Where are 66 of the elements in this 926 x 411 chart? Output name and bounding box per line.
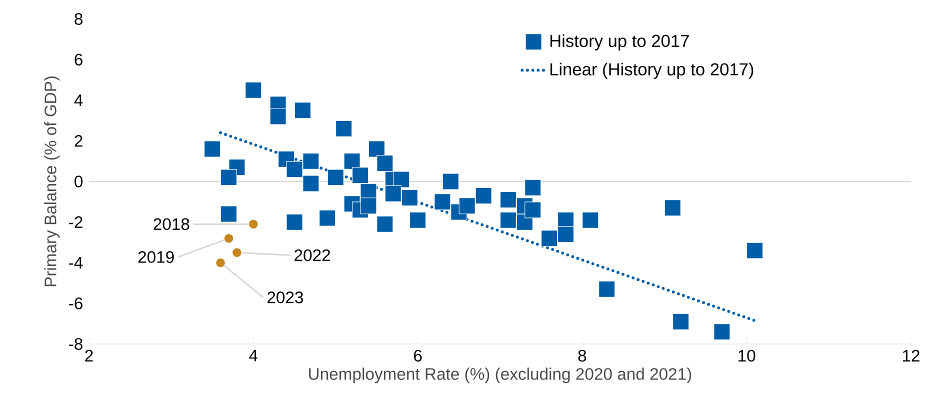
point bbox=[664, 200, 681, 216]
point bbox=[557, 226, 574, 243]
x-axis-title: Unemployment Rate (%) (excluding 2020 and 2021) bbox=[309, 368, 692, 384]
point bbox=[541, 230, 558, 247]
annotation: 2018 bbox=[154, 218, 190, 230]
point bbox=[524, 202, 542, 218]
point bbox=[286, 161, 303, 178]
annotation: 2019 bbox=[138, 251, 174, 263]
annotation: 2023 bbox=[268, 292, 303, 304]
point bbox=[302, 152, 320, 170]
point bbox=[475, 187, 492, 204]
point bbox=[245, 82, 262, 98]
point bbox=[393, 171, 410, 188]
y-tick-label: 4 bbox=[74, 94, 83, 106]
point bbox=[232, 248, 242, 258]
x-tick-label: 12 bbox=[902, 350, 920, 362]
y-tick-label: 0 bbox=[74, 176, 83, 188]
point bbox=[302, 175, 320, 192]
point bbox=[376, 154, 394, 172]
point bbox=[500, 192, 516, 208]
point bbox=[410, 212, 426, 228]
point bbox=[216, 258, 226, 268]
x-tick-label: 10 bbox=[738, 350, 756, 362]
point bbox=[368, 140, 385, 158]
point bbox=[672, 313, 690, 330]
y-tick-label: -6 bbox=[69, 297, 82, 310]
point bbox=[524, 179, 542, 196]
y-tick-label: 8 bbox=[74, 13, 82, 25]
point bbox=[582, 212, 599, 228]
x-tick-label: 6 bbox=[414, 350, 422, 362]
point bbox=[352, 167, 369, 184]
point bbox=[376, 216, 394, 232]
point bbox=[319, 210, 336, 226]
point bbox=[401, 189, 418, 206]
point bbox=[598, 280, 616, 298]
point bbox=[500, 212, 516, 228]
point bbox=[248, 219, 258, 230]
point bbox=[294, 102, 311, 119]
y-tick-label: 6 bbox=[74, 54, 82, 66]
legend-label: Linear (History up to 2017) bbox=[550, 62, 754, 79]
point bbox=[204, 140, 221, 158]
x-tick-label: 2 bbox=[85, 350, 93, 362]
point bbox=[714, 324, 730, 340]
point bbox=[336, 120, 352, 137]
point bbox=[442, 173, 459, 190]
point bbox=[746, 242, 764, 259]
point bbox=[327, 169, 344, 186]
point bbox=[384, 185, 402, 202]
point bbox=[286, 214, 303, 230]
x-tick-label: 8 bbox=[578, 350, 586, 362]
x-tick-label: 4 bbox=[249, 350, 258, 362]
y-tick-label: -2 bbox=[69, 216, 82, 228]
annotation: 2022 bbox=[294, 249, 330, 262]
y-tick-label: 2 bbox=[74, 135, 82, 147]
point bbox=[458, 198, 476, 214]
y-tick-label: -8 bbox=[69, 338, 82, 350]
point bbox=[270, 108, 286, 125]
point bbox=[434, 194, 451, 210]
point bbox=[344, 152, 360, 170]
point bbox=[220, 206, 238, 222]
y-axis-title: Primary Balance (% of GDP) bbox=[44, 76, 60, 286]
point bbox=[360, 198, 377, 214]
point bbox=[224, 233, 234, 244]
legend-label: History up to 2017 bbox=[550, 34, 689, 51]
point bbox=[220, 169, 238, 186]
y-tick-label: -4 bbox=[69, 257, 83, 268]
